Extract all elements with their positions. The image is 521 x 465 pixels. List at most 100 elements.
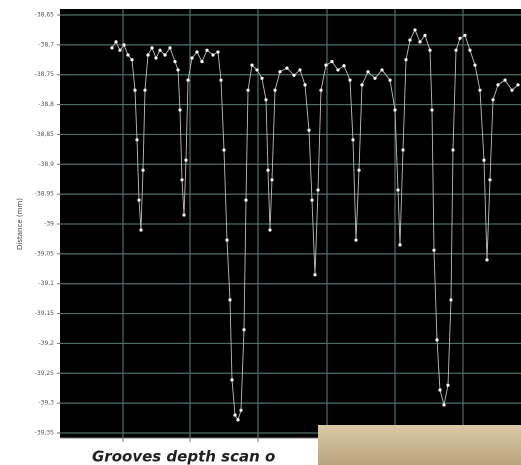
- y-tick-label: -39,1: [38, 280, 54, 287]
- data-point: [225, 239, 228, 242]
- data-point: [348, 78, 351, 81]
- data-point: [264, 98, 267, 101]
- y-tick-label: -39,05: [35, 250, 55, 257]
- data-point: [468, 49, 471, 52]
- page: {"chart_data":{"type":"line","title":"Gr…: [0, 0, 521, 465]
- data-point: [388, 78, 391, 81]
- data-point: [163, 53, 166, 56]
- data-point: [303, 83, 306, 86]
- overlay-panel: [318, 425, 521, 465]
- data-point: [398, 243, 401, 246]
- data-point: [435, 338, 438, 341]
- data-point: [242, 328, 245, 331]
- y-tick-label: -39,25: [35, 370, 55, 377]
- data-point: [186, 78, 189, 81]
- y-tick-label: -39,35: [35, 430, 55, 437]
- data-point: [146, 53, 149, 56]
- data-point: [133, 89, 136, 92]
- data-point: [154, 56, 157, 59]
- data-point: [278, 70, 281, 73]
- data-point: [228, 298, 231, 301]
- data-point: [205, 49, 208, 52]
- data-point: [401, 148, 404, 151]
- data-point: [516, 83, 519, 86]
- data-point: [230, 378, 233, 381]
- data-point: [195, 50, 198, 53]
- y-tick-label: -38,9: [38, 161, 54, 168]
- data-point: [285, 67, 288, 70]
- data-point: [135, 138, 138, 141]
- data-point: [310, 199, 313, 202]
- y-axis-title: Distance (mm): [16, 198, 24, 250]
- data-point: [496, 83, 499, 86]
- data-point: [473, 64, 476, 67]
- data-point: [114, 40, 117, 43]
- data-point: [488, 178, 491, 181]
- data-point: [273, 89, 276, 92]
- data-point: [449, 298, 452, 301]
- data-point: [200, 60, 203, 63]
- data-point: [270, 178, 273, 181]
- data-point: [313, 273, 316, 276]
- data-point: [438, 388, 441, 391]
- data-point: [324, 64, 327, 67]
- y-tick-label: -39: [44, 221, 54, 228]
- chart: Distance (mm) Grooves depth scan o -38,6…: [0, 0, 521, 465]
- y-tick-label: -39,3: [38, 400, 54, 407]
- data-point: [413, 28, 416, 31]
- data-point: [446, 384, 449, 387]
- data-point: [316, 188, 319, 191]
- data-point: [418, 40, 421, 43]
- data-point: [126, 53, 129, 56]
- data-point: [485, 258, 488, 261]
- data-point: [266, 169, 269, 172]
- data-point: [239, 409, 242, 412]
- data-point: [122, 43, 125, 46]
- data-point: [360, 83, 363, 86]
- data-point: [168, 46, 171, 49]
- data-point: [330, 60, 333, 63]
- y-tick-label: -38,95: [35, 191, 55, 198]
- y-tick-label: -38,65: [35, 12, 55, 19]
- data-point: [190, 56, 193, 59]
- data-point: [139, 228, 142, 231]
- data-point: [250, 64, 253, 67]
- data-point: [158, 49, 161, 52]
- data-point: [396, 188, 399, 191]
- data-point: [292, 74, 295, 77]
- data-point: [173, 60, 176, 63]
- y-tick-label: -38,8: [38, 101, 54, 108]
- data-point: [404, 58, 407, 61]
- data-point: [216, 50, 219, 53]
- data-point: [428, 49, 431, 52]
- data-point: [150, 46, 153, 49]
- data-point: [244, 199, 247, 202]
- data-point: [182, 213, 185, 216]
- data-point: [141, 169, 144, 172]
- data-point: [298, 68, 301, 71]
- data-point: [458, 37, 461, 40]
- data-point: [366, 70, 369, 73]
- data-point: [491, 98, 494, 101]
- data-point: [222, 148, 225, 151]
- data-point: [180, 178, 183, 181]
- y-tick-label: -38,75: [35, 71, 55, 78]
- y-tick-label: -38,7: [38, 41, 54, 48]
- data-point: [137, 199, 140, 202]
- data-point: [268, 228, 271, 231]
- data-point: [255, 68, 258, 71]
- data-point: [184, 159, 187, 162]
- data-point: [393, 108, 396, 111]
- data-point: [357, 169, 360, 172]
- data-point: [342, 64, 345, 67]
- data-point: [233, 413, 236, 416]
- data-point: [178, 108, 181, 111]
- data-point: [351, 138, 354, 141]
- data-point: [118, 49, 121, 52]
- data-point: [510, 89, 513, 92]
- data-point: [319, 89, 322, 92]
- y-tick-label: -38,85: [35, 131, 55, 138]
- data-point: [423, 34, 426, 37]
- data-point: [110, 46, 113, 49]
- data-point: [219, 78, 222, 81]
